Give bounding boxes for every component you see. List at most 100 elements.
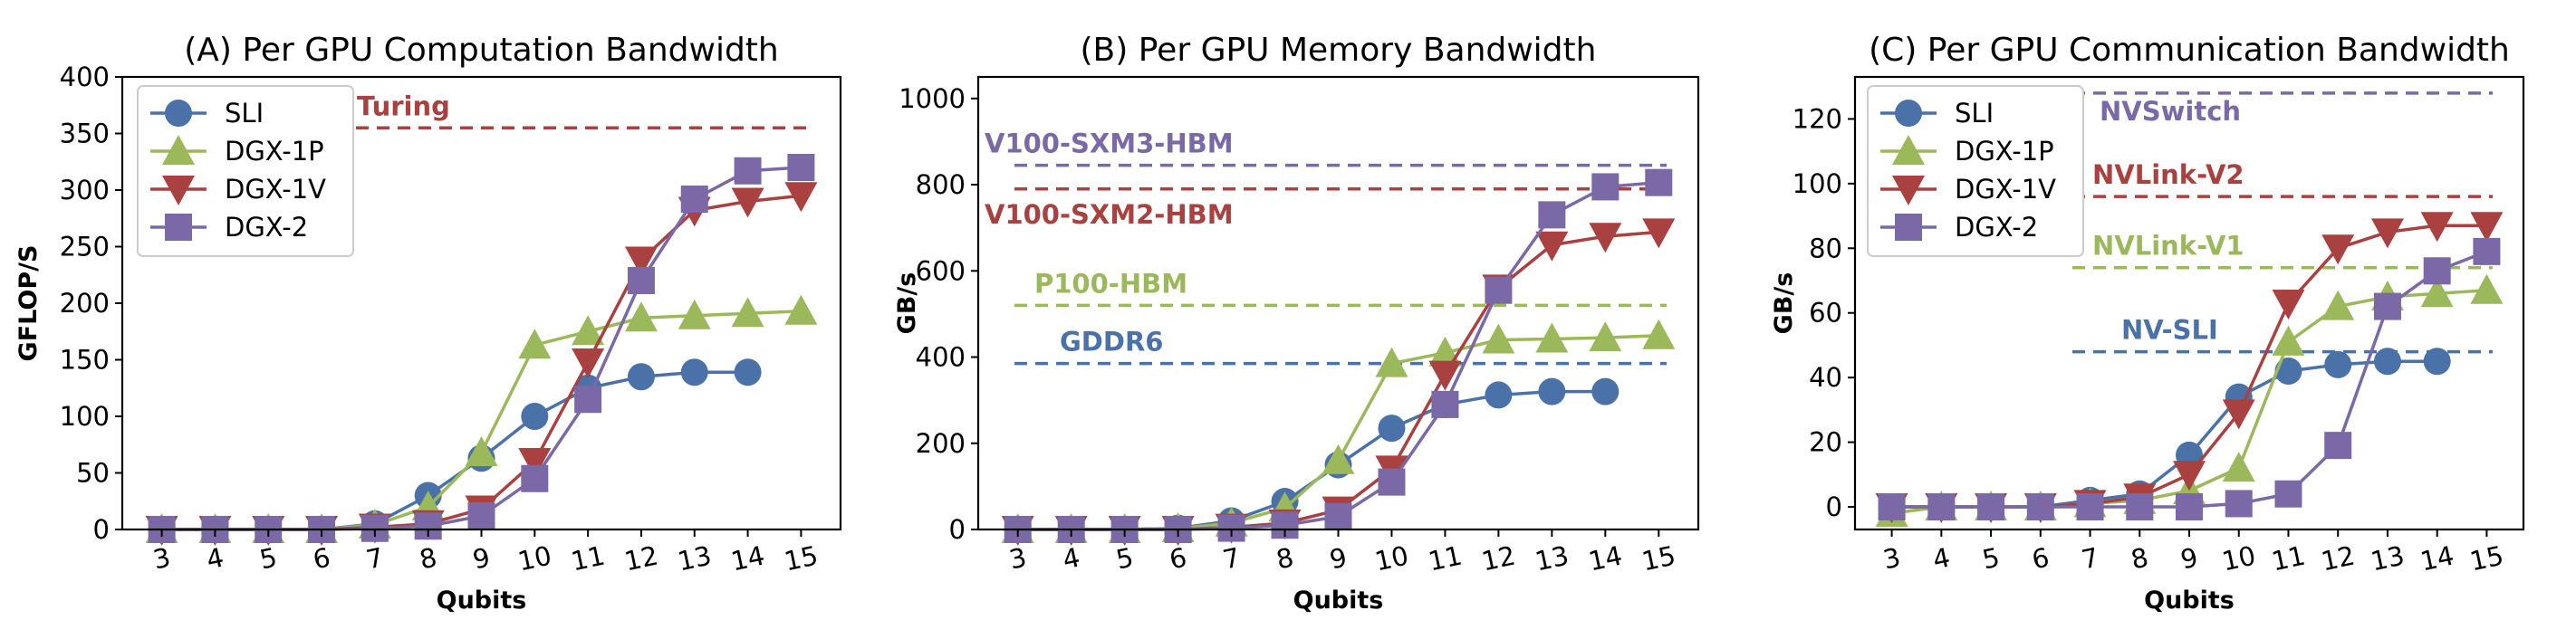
x-tick-label: 12 [1479,540,1518,577]
data-point [731,297,764,328]
y-tick-label: 0 [93,514,110,545]
data-point [1642,218,1676,249]
data-point [574,386,602,414]
data-point [1535,322,1569,353]
data-point [1589,321,1622,352]
data-point [784,182,818,213]
y-tick-label: 0 [949,514,966,545]
data-point [572,315,605,346]
data-point [1378,468,1406,496]
y-tick-label: 50 [76,458,110,489]
data-point [1485,381,1513,409]
legend-label: DGX-1V [1955,174,2056,205]
data-point [2473,237,2501,265]
legend-marker [162,176,195,205]
legend: SLI DGX-1P DGX-1V DGX-2 [137,85,354,257]
reference-label: NVSwitch [2100,96,2241,127]
data-point [1485,276,1513,304]
data-point [572,348,605,378]
data-point [1324,502,1352,530]
y-tick-label: 100 [1793,168,1842,199]
x-tick-label: 10 [1372,540,1411,577]
data-point [787,154,815,181]
data-point [680,186,708,213]
series-line [1017,389,1606,531]
x-tick-label: 3 [1006,541,1029,575]
x-tick-label: 13 [675,540,714,577]
y-tick-label: 800 [916,169,966,200]
data-point [1431,390,1459,418]
legend-label: DGX-2 [225,212,308,243]
data-point [1375,347,1408,377]
legend-label: DGX-2 [1955,212,2038,243]
data-point [734,358,762,386]
y-tick-label: 250 [60,232,110,262]
x-tick-label: 14 [1586,540,1625,577]
data-point [784,294,818,325]
legend-marker [1895,100,1922,127]
x-tick-label: 12 [621,540,660,577]
y-tick-label: 80 [1809,233,1842,263]
data-point [518,448,552,478]
y-tick-label: 120 [1793,103,1842,134]
x-tick-label: 9 [2177,541,2200,575]
legend: SLI DGX-1P DGX-1V DGX-2 [1867,85,2084,257]
data-point [1428,360,1462,391]
x-tick-label: 14 [2417,540,2456,577]
y-tick-label: 350 [60,119,110,149]
data-point [2324,350,2352,378]
x-tick-label: 8 [2129,541,2151,575]
data-point [1591,377,1620,405]
data-point [1977,493,2005,520]
data-point [521,403,549,430]
y-tick-label: 100 [60,401,110,432]
x-tick-label: 14 [728,540,767,577]
data-point [734,157,762,185]
data-point [2272,290,2305,320]
data-point [1217,514,1245,542]
data-point [2126,493,2154,520]
data-point [624,246,658,277]
data-point [1878,493,1906,520]
x-tick-label: 6 [2029,541,2052,575]
data-point [518,329,552,359]
reference-label: P100-HBM [1034,268,1187,299]
data-point [2274,480,2302,508]
data-point [1482,323,1515,354]
data-point [1645,168,1673,196]
reference-label: NV-SLI [2121,315,2218,346]
legend-marker [165,100,192,127]
x-tick-label: 10 [515,540,554,577]
legend-marker [1895,214,1922,241]
legend-label: DGX-1V [225,174,326,205]
data-point [678,299,711,329]
x-tick-label: 10 [2219,540,2258,577]
y-tick-label: 200 [60,288,110,319]
y-tick-label: 600 [916,255,966,286]
y-tick-label: 60 [1809,298,1842,329]
data-point [1322,443,1355,474]
data-point [2076,493,2104,520]
chart-title: (B) Per GPU Memory Bandwidth [1081,32,1597,69]
x-tick-label: 5 [257,541,280,575]
data-point [731,187,764,218]
x-axis-label: Qubits [1293,587,1384,615]
data-point [627,363,655,391]
data-point [2470,273,2504,304]
data-point [2324,432,2352,460]
x-tick-label: 9 [1327,541,1350,575]
y-tick-label: 400 [916,342,966,373]
data-point [1591,173,1620,201]
x-axis-label: Qubits [2144,587,2235,615]
data-point [1378,415,1406,443]
data-point [2225,490,2253,518]
series-line [161,370,748,531]
chart-title: (A) Per GPU Computation Bandwidth [184,32,779,69]
x-tick-label: 4 [204,541,226,575]
data-point [2274,358,2302,385]
reference-label: GDDR6 [1060,327,1163,358]
data-point [2373,292,2401,320]
reference-label: Turing [357,91,450,121]
y-tick-label: 20 [1809,427,1842,458]
x-tick-label: 5 [1113,541,1136,575]
